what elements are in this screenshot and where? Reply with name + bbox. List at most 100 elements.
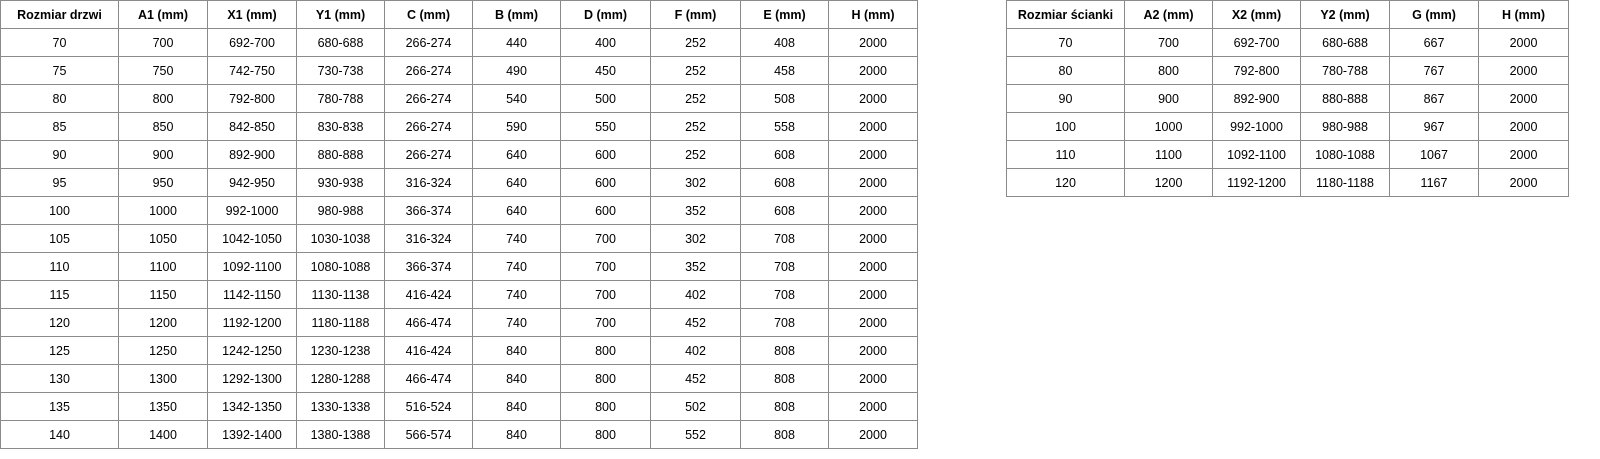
table-cell: 808 [740, 420, 829, 449]
table-cell: 252 [650, 112, 741, 141]
table-cell: 1067 [1389, 140, 1479, 169]
table-cell: 1092-1100 [1212, 140, 1301, 169]
table-cell: 1192-1200 [1212, 168, 1301, 197]
table-cell: 266-274 [384, 112, 473, 141]
table-cell: 2000 [1478, 56, 1569, 85]
table-cell: 125 [0, 336, 119, 365]
table-cell: 1280-1288 [296, 364, 385, 393]
table-cell: 892-900 [1212, 84, 1301, 113]
table-cell: 316-324 [384, 224, 473, 253]
table-cell: 742-750 [207, 56, 297, 85]
table-cell: 808 [740, 392, 829, 421]
table-cell: 600 [560, 168, 651, 197]
table-row: 120 1200 1192-1200 1180-1188 466-474 740 700 45… [0, 308, 918, 337]
table-row: 110 1100 1092-1100 1080-1088 366-374 740 700 35… [0, 252, 918, 281]
table-cell: 266-274 [384, 28, 473, 57]
table-cell: 1200 [118, 308, 208, 337]
table-cell: 1230-1238 [296, 336, 385, 365]
table-cell: 550 [560, 112, 651, 141]
table-cell: 1150 [118, 280, 208, 309]
table-cell: 2000 [828, 140, 918, 169]
table-cell: 1250 [118, 336, 208, 365]
table-row: 90 900 892-900 880-888 867 2000 [1006, 84, 1569, 113]
table-cell: 2000 [828, 308, 918, 337]
table-cell: 1330-1338 [296, 392, 385, 421]
table-cell: 700 [118, 28, 208, 57]
table-cell: 1180-1188 [1300, 168, 1390, 197]
table-row: 120 1200 1192-1200 1180-1188 1167 2000 [1006, 168, 1569, 197]
table-cell: 750 [118, 56, 208, 85]
table-row: 135 1350 1342-1350 1330-1338 516-524 840 800 50… [0, 392, 918, 421]
table-cell: 400 [560, 28, 651, 57]
table-cell: 1130-1138 [296, 280, 385, 309]
table-cell: 1050 [118, 224, 208, 253]
table-cell: 1142-1150 [207, 280, 297, 309]
table-cell: 667 [1389, 28, 1479, 57]
table-cell: 740 [472, 308, 561, 337]
table-cell: 452 [650, 364, 741, 393]
table-row: 70 700 692-700 680-688 266-274 440 400 252 408 20… [0, 28, 918, 57]
table-cell: 692-700 [1212, 28, 1301, 57]
table-row: 100 1000 992-1000 980-988 366-374 640 600 352 60… [0, 196, 918, 225]
table-cell: 767 [1389, 56, 1479, 85]
table-cell: 880-888 [296, 140, 385, 169]
table-cell: 466-474 [384, 308, 473, 337]
table-row: 115 1150 1142-1150 1130-1138 416-424 740 700 40… [0, 280, 918, 309]
table-cell: 680-688 [1300, 28, 1390, 57]
table-cell: 2000 [828, 84, 918, 113]
table-cell: 2000 [828, 196, 918, 225]
table-cell: 2000 [1478, 28, 1569, 57]
table-cell: 80 [1006, 56, 1125, 85]
table-cell: 600 [560, 196, 651, 225]
table-cell: 1200 [1124, 168, 1213, 197]
table-cell: 2000 [828, 336, 918, 365]
table-cell: 608 [740, 168, 829, 197]
table-cell: 980-988 [1300, 112, 1390, 141]
table-cell: 992-1000 [207, 196, 297, 225]
table-row: 75 750 742-750 730-738 266-274 490 450 252 458 20… [0, 56, 918, 85]
table-cell: 800 [560, 420, 651, 449]
table-cell: 135 [0, 392, 119, 421]
table-cell: 402 [650, 336, 741, 365]
table-cell: 1392-1400 [207, 420, 297, 449]
table-cell: 252 [650, 56, 741, 85]
table-cell: 516-524 [384, 392, 473, 421]
table-cell: 1100 [118, 252, 208, 281]
table-row: 105 1050 1042-1050 1030-1038 316-324 740 700 30… [0, 224, 918, 253]
wall-dimensions-table: Rozmiar ścianki A2 (mm) X2 (mm) Y2 (mm) G (m… [1006, 0, 1569, 197]
table-cell: 566-574 [384, 420, 473, 449]
table-cell: 792-800 [207, 84, 297, 113]
table-cell: 90 [1006, 84, 1125, 113]
table-cell: 850 [118, 112, 208, 141]
table-row: 80 800 792-800 780-788 266-274 540 500 252 508 20… [0, 84, 918, 113]
table-cell: 2000 [828, 224, 918, 253]
column-header: D (mm) [560, 0, 651, 29]
table-cell: 130 [0, 364, 119, 393]
table-cell: 2000 [828, 392, 918, 421]
column-header: C (mm) [384, 0, 473, 29]
table-cell: 700 [560, 224, 651, 253]
table-cell: 140 [0, 420, 119, 449]
table-cell: 1350 [118, 392, 208, 421]
table-cell: 1192-1200 [207, 308, 297, 337]
table-cell: 1400 [118, 420, 208, 449]
table-cell: 780-788 [1300, 56, 1390, 85]
table-cell: 942-950 [207, 168, 297, 197]
table-cell: 700 [560, 280, 651, 309]
table-cell: 1300 [118, 364, 208, 393]
table-cell: 252 [650, 140, 741, 169]
table-cell: 740 [472, 224, 561, 253]
table-cell: 402 [650, 280, 741, 309]
table-cell: 840 [472, 420, 561, 449]
table-cell: 1100 [1124, 140, 1213, 169]
table-cell: 808 [740, 364, 829, 393]
table-cell: 366-374 [384, 252, 473, 281]
table-cell: 266-274 [384, 84, 473, 113]
table-cell: 1000 [118, 196, 208, 225]
table-header-row: Rozmiar ścianki A2 (mm) X2 (mm) Y2 (mm) G (m… [1006, 0, 1569, 29]
table-cell: 740 [472, 252, 561, 281]
table-row: 140 1400 1392-1400 1380-1388 566-574 840 800 55… [0, 420, 918, 449]
table-cell: 1380-1388 [296, 420, 385, 449]
table-cell: 100 [1006, 112, 1125, 141]
table-row: 100 1000 992-1000 980-988 967 2000 [1006, 112, 1569, 141]
